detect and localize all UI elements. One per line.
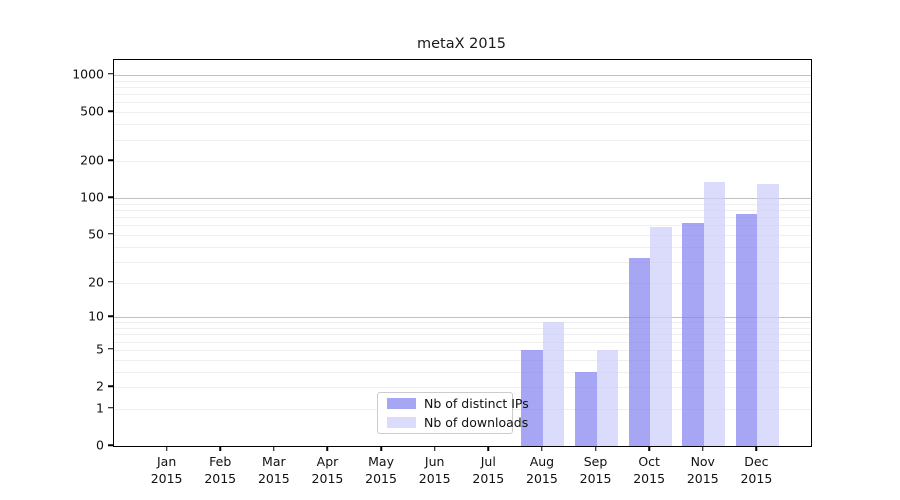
x-tick-label-jul: Jul 2015 <box>472 454 505 486</box>
x-tick-mark-sep <box>594 446 597 451</box>
y-tick-mark-0 <box>108 444 114 446</box>
minor-gridline-20 <box>114 282 811 284</box>
y-tick-label-5: 5 <box>96 341 104 357</box>
y-tick-label-200: 200 <box>80 152 104 168</box>
legend-swatch-distinct-ips <box>387 398 416 409</box>
y-tick-label-100: 100 <box>80 189 104 205</box>
y-tick-label-20: 20 <box>88 274 104 289</box>
minor-gridline-300 <box>114 139 811 141</box>
y-tick-label-50: 50 <box>88 226 104 242</box>
minor-gridline-8 <box>114 328 811 329</box>
minor-gridline-9 <box>114 322 811 324</box>
minor-gridline-6 <box>114 341 811 343</box>
bar-dec-distinct-ips <box>735 214 758 446</box>
x-tick-mark-jan <box>165 446 168 451</box>
y-tick-mark-1000 <box>108 73 114 75</box>
y-tick-mark-500 <box>108 110 114 112</box>
x-tick-mark-jun <box>433 446 436 451</box>
legend-swatch-downloads <box>387 417 416 428</box>
major-gridline-1000 <box>114 74 811 76</box>
bar-oct-distinct-ips <box>628 258 651 446</box>
y-tick-label-10: 10 <box>88 308 104 324</box>
bar-aug-distinct-ips <box>521 349 543 446</box>
legend-label-distinct-ips: Nb of distinct IPs <box>424 396 529 411</box>
x-tick-mark-may <box>380 446 382 451</box>
bar-aug-downloads <box>542 322 565 446</box>
y-tick-mark-50 <box>108 233 114 235</box>
y-tick-label-0: 0 <box>96 437 104 453</box>
y-tick-mark-20 <box>108 280 114 283</box>
minor-gridline-200 <box>114 161 811 163</box>
bar-nov-downloads <box>703 182 726 446</box>
bar-nov-distinct-ips <box>682 222 704 446</box>
minor-gridline-50 <box>114 234 811 236</box>
y-tick-label-1000: 1000 <box>72 66 104 82</box>
y-tick-mark-2 <box>108 385 114 387</box>
x-tick-label-dec: Dec 2015 <box>740 454 773 486</box>
legend: Nb of distinct IPs Nb of downloads <box>377 392 529 434</box>
chart-title: metaX 2015 <box>416 36 507 52</box>
minor-gridline-500 <box>114 112 811 114</box>
x-tick-mark-nov <box>702 446 704 451</box>
plot-area <box>113 59 812 447</box>
x-tick-mark-apr <box>326 446 329 451</box>
legend-item-distinct-ips: Nb of distinct IPs <box>378 396 529 412</box>
y-tick-label-500: 500 <box>80 103 104 119</box>
minor-gridline-90 <box>114 203 811 205</box>
minor-gridline-60 <box>114 225 811 227</box>
legend-label-downloads: Nb of downloads <box>424 415 529 430</box>
minor-gridline-7 <box>114 334 811 336</box>
x-tick-mark-aug <box>541 446 543 451</box>
major-gridline-100 <box>114 198 811 200</box>
x-tick-label-may: May 2015 <box>365 454 397 486</box>
x-tick-label-feb: Feb 2015 <box>204 454 237 486</box>
x-tick-mark-jul <box>487 446 490 451</box>
x-tick-label-sep: Sep 2015 <box>579 454 612 486</box>
x-tick-label-jan: Jan 2015 <box>150 454 183 486</box>
y-tick-mark-10 <box>108 315 114 317</box>
y-tick-mark-5 <box>108 348 114 350</box>
minor-gridline-700 <box>114 94 811 96</box>
x-tick-mark-dec <box>755 446 758 451</box>
minor-gridline-70 <box>114 217 811 219</box>
x-tick-label-oct: Oct 2015 <box>633 454 666 486</box>
minor-gridline-800 <box>114 86 811 88</box>
bar-oct-downloads <box>650 227 672 446</box>
major-gridline-10 <box>114 317 811 319</box>
y-tick-mark-1 <box>108 407 114 409</box>
bar-dec-downloads <box>757 184 779 446</box>
minor-gridline-600 <box>114 102 811 104</box>
x-tick-mark-mar <box>273 446 275 451</box>
minor-gridline-3 <box>114 371 811 373</box>
minor-gridline-4 <box>114 359 811 361</box>
legend-item-downloads: Nb of downloads <box>378 415 528 431</box>
minor-gridline-40 <box>114 246 811 248</box>
x-tick-label-apr: Apr 2015 <box>311 454 344 486</box>
bar-sep-downloads <box>596 349 619 446</box>
x-tick-label-nov: Nov 2015 <box>686 454 719 486</box>
minor-gridline-5 <box>114 349 811 351</box>
minor-gridline-2 <box>114 387 811 388</box>
minor-gridline-400 <box>114 124 811 126</box>
minor-gridline-900 <box>114 80 811 82</box>
y-tick-mark-100 <box>108 196 114 198</box>
minor-gridline-80 <box>114 210 811 212</box>
y-tick-mark-200 <box>108 159 114 161</box>
y-tick-label-2: 2 <box>96 378 104 394</box>
x-tick-label-aug: Aug 2015 <box>526 454 558 486</box>
bar-sep-distinct-ips <box>575 371 597 446</box>
minor-gridline-30 <box>114 261 811 263</box>
x-tick-mark-oct <box>648 446 650 451</box>
y-tick-label-1: 1 <box>96 400 104 416</box>
x-tick-mark-feb <box>219 446 221 451</box>
x-tick-label-jun: Jun 2015 <box>418 454 451 486</box>
x-tick-label-mar: Mar 2015 <box>257 454 290 486</box>
